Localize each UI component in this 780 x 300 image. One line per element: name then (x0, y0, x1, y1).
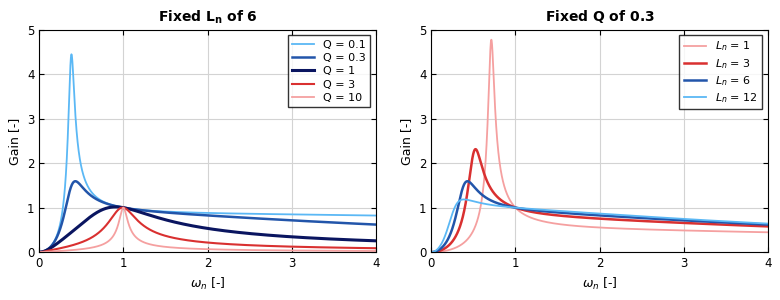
$L_n$ = 3 (646, 220, 655, 223)
$L_n$ = 1 (555, 223, 565, 226)
Line: Q = 0.1: Q = 0.1 (40, 54, 376, 252)
Q = 0.3 (96, 200, 105, 203)
$L_n$ = 3 (471, 147, 480, 151)
Q = 0.1 (371, 214, 381, 217)
Q = 1 (236, 231, 246, 235)
Line: Q = 10: Q = 10 (40, 208, 376, 252)
$L_n$ = 3 (427, 250, 437, 254)
Y-axis label: Gain [-]: Gain [-] (400, 117, 413, 164)
Title: Fixed $\mathbf{L_n}$ of 6: Fixed $\mathbf{L_n}$ of 6 (158, 8, 257, 26)
Q = 10 (164, 245, 173, 249)
Q = 3 (371, 246, 381, 250)
$L_n$ = 12 (488, 203, 498, 207)
X-axis label: $\omega_n$ [-]: $\omega_n$ [-] (582, 276, 618, 292)
X-axis label: $\omega_n$ [-]: $\omega_n$ [-] (190, 276, 225, 292)
Q = 0.1 (286, 213, 296, 216)
Y-axis label: Gain [-]: Gain [-] (9, 117, 21, 164)
$L_n$ = 1 (678, 229, 687, 232)
Q = 0.1 (96, 199, 105, 202)
Q = 1 (371, 239, 381, 243)
Q = 10 (35, 250, 44, 254)
Q = 10 (119, 206, 128, 209)
Q = 1 (96, 208, 105, 212)
$L_n$ = 1 (488, 58, 498, 61)
$L_n$ = 6 (555, 211, 565, 214)
$L_n$ = 1 (629, 227, 638, 231)
$L_n$ = 12 (427, 250, 437, 254)
Q = 0.3 (71, 179, 80, 183)
$L_n$ = 3 (488, 190, 498, 194)
Line: Q = 0.3: Q = 0.3 (40, 181, 376, 252)
$L_n$ = 12 (678, 217, 687, 221)
Line: $L_n$ = 1: $L_n$ = 1 (432, 40, 768, 252)
Q = 3 (164, 235, 173, 238)
Q = 3 (96, 229, 105, 233)
Q = 10 (254, 248, 263, 252)
Legend: $L_n$ = 1, $L_n$ = 3, $L_n$ = 6, $L_n$ = 12: $L_n$ = 1, $L_n$ = 3, $L_n$ = 6, $L_n$ =… (679, 35, 762, 109)
$L_n$ = 1 (704, 229, 713, 233)
Q = 0.1 (35, 250, 44, 254)
$L_n$ = 6 (678, 218, 687, 222)
Q = 0.3 (254, 217, 263, 220)
Q = 1 (254, 232, 263, 236)
$L_n$ = 12 (629, 214, 638, 217)
Q = 3 (286, 245, 296, 248)
Q = 10 (236, 248, 246, 252)
Q = 1 (111, 205, 120, 209)
$L_n$ = 12 (646, 215, 655, 219)
Q = 0.1 (236, 212, 246, 215)
Q = 0.3 (286, 218, 296, 222)
Q = 10 (311, 249, 321, 253)
$L_n$ = 6 (764, 223, 773, 226)
$L_n$ = 1 (646, 228, 655, 231)
$L_n$ = 3 (764, 225, 773, 228)
Line: $L_n$ = 6: $L_n$ = 6 (432, 181, 768, 252)
Q = 0.3 (164, 211, 173, 214)
Q = 0.1 (254, 212, 263, 216)
Q = 0.1 (311, 213, 321, 217)
Q = 0.1 (67, 52, 76, 56)
Q = 1 (164, 219, 173, 222)
$L_n$ = 6 (629, 216, 638, 219)
Line: Q = 1: Q = 1 (40, 207, 376, 252)
Q = 3 (311, 245, 321, 249)
$L_n$ = 3 (678, 221, 687, 225)
$L_n$ = 6 (488, 200, 498, 203)
$L_n$ = 3 (629, 219, 638, 222)
Q = 0.3 (236, 216, 246, 219)
Line: $L_n$ = 12: $L_n$ = 12 (432, 200, 768, 252)
Q = 3 (118, 206, 127, 209)
Q = 10 (96, 243, 105, 247)
Q = 1 (35, 250, 44, 254)
Title: Fixed $\mathbf{Q}$ of 0.3: Fixed $\mathbf{Q}$ of 0.3 (544, 8, 654, 25)
$L_n$ = 1 (427, 250, 437, 254)
Q = 0.3 (35, 250, 44, 254)
$L_n$ = 3 (704, 222, 713, 226)
Q = 3 (236, 243, 246, 247)
Q = 0.3 (371, 223, 381, 226)
Q = 3 (35, 250, 44, 254)
Q = 0.1 (164, 210, 173, 214)
$L_n$ = 1 (487, 38, 496, 41)
Q = 1 (311, 236, 321, 240)
Legend: Q = 0.1, Q = 0.3, Q = 1, Q = 3, Q = 10: Q = 0.1, Q = 0.3, Q = 1, Q = 3, Q = 10 (288, 35, 370, 107)
$L_n$ = 6 (427, 250, 437, 254)
$L_n$ = 12 (704, 219, 713, 222)
$L_n$ = 6 (646, 217, 655, 220)
$L_n$ = 6 (704, 220, 713, 224)
$L_n$ = 6 (463, 179, 472, 183)
Q = 0.3 (311, 220, 321, 224)
$L_n$ = 12 (555, 209, 565, 213)
Q = 1 (286, 235, 296, 238)
Q = 10 (286, 249, 296, 252)
Line: Q = 3: Q = 3 (40, 208, 376, 252)
Line: $L_n$ = 3: $L_n$ = 3 (432, 149, 768, 252)
$L_n$ = 1 (764, 230, 773, 234)
$L_n$ = 12 (764, 222, 773, 225)
$L_n$ = 3 (555, 214, 565, 217)
$L_n$ = 12 (459, 198, 469, 201)
Q = 3 (254, 244, 263, 247)
Q = 10 (371, 249, 381, 253)
